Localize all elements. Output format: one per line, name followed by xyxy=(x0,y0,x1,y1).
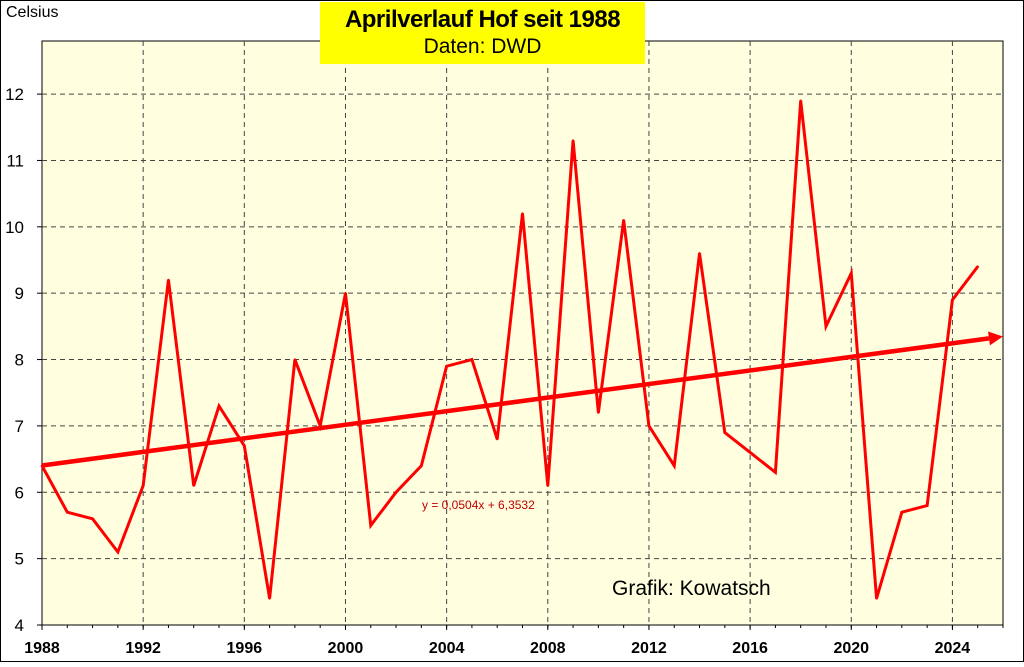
data-point xyxy=(774,471,777,474)
data-point xyxy=(496,437,499,441)
title-box: Aprilverlauf Hof seit 1988 Daten: DWD xyxy=(320,2,645,64)
data-point xyxy=(597,411,600,414)
data-point xyxy=(91,517,94,521)
y-tick-label: 12 xyxy=(5,85,24,104)
chart-subtitle: Daten: DWD xyxy=(423,35,542,58)
y-tick-label: 6 xyxy=(15,483,24,502)
data-point xyxy=(799,99,802,102)
data-point xyxy=(66,510,69,514)
y-tick-label: 4 xyxy=(15,616,24,635)
data-point xyxy=(622,218,625,222)
data-point xyxy=(445,364,448,368)
y-tick-label: 5 xyxy=(15,550,24,569)
temperature-series-line xyxy=(40,100,979,599)
y-tick-label: 7 xyxy=(15,417,24,436)
x-tick-label: 1992 xyxy=(125,640,161,657)
y-tick-label: 8 xyxy=(15,351,24,370)
x-tick-label: 2008 xyxy=(530,640,566,657)
data-point xyxy=(698,252,701,255)
data-point xyxy=(192,484,195,487)
data-point xyxy=(647,424,651,428)
data-point xyxy=(420,464,423,467)
data-point xyxy=(900,510,904,514)
data-point xyxy=(723,431,727,434)
data-point xyxy=(268,597,271,600)
y-tick-label: 10 xyxy=(5,218,24,237)
x-tick-label: 1988 xyxy=(24,640,60,657)
data-point xyxy=(951,298,954,302)
data-point xyxy=(344,291,347,295)
x-tick-label: 2016 xyxy=(732,640,768,657)
x-tick-label: 2020 xyxy=(833,640,869,657)
chart-title: Aprilverlauf Hof seit 1988 xyxy=(344,6,621,33)
data-point xyxy=(116,550,120,554)
data-point xyxy=(167,278,170,282)
trendline-equation: y = 0,0504x + 6,3532 xyxy=(422,498,535,512)
data-point xyxy=(470,358,474,361)
data-point xyxy=(546,484,549,487)
data-point xyxy=(141,484,145,487)
data-point xyxy=(571,139,575,142)
x-tick-label: 2024 xyxy=(935,640,971,657)
data-point xyxy=(243,444,246,448)
data-point xyxy=(824,325,828,328)
x-tick-label: 2000 xyxy=(328,640,364,657)
x-tick-label: 2012 xyxy=(631,640,667,657)
data-point xyxy=(369,524,372,527)
data-point xyxy=(748,451,752,454)
chart-credit: Grafik: Kowatsch xyxy=(612,577,771,600)
y-axis-label: Celsius xyxy=(6,4,59,21)
data-point xyxy=(293,358,297,361)
y-tick-label: 9 xyxy=(15,284,24,303)
data-point xyxy=(217,404,221,408)
data-point xyxy=(394,491,398,494)
trend-line xyxy=(41,336,990,468)
data-point xyxy=(521,212,524,215)
y-tick-label: 11 xyxy=(6,151,24,170)
data-point xyxy=(976,265,979,268)
trend-arrowhead xyxy=(988,331,1003,346)
x-tick-label: 2004 xyxy=(429,640,465,657)
data-point xyxy=(925,504,929,507)
data-point xyxy=(850,272,853,275)
data-point xyxy=(875,597,878,600)
x-tick-label: 1996 xyxy=(227,640,263,657)
data-point xyxy=(673,464,676,467)
plot-area xyxy=(41,40,1004,626)
